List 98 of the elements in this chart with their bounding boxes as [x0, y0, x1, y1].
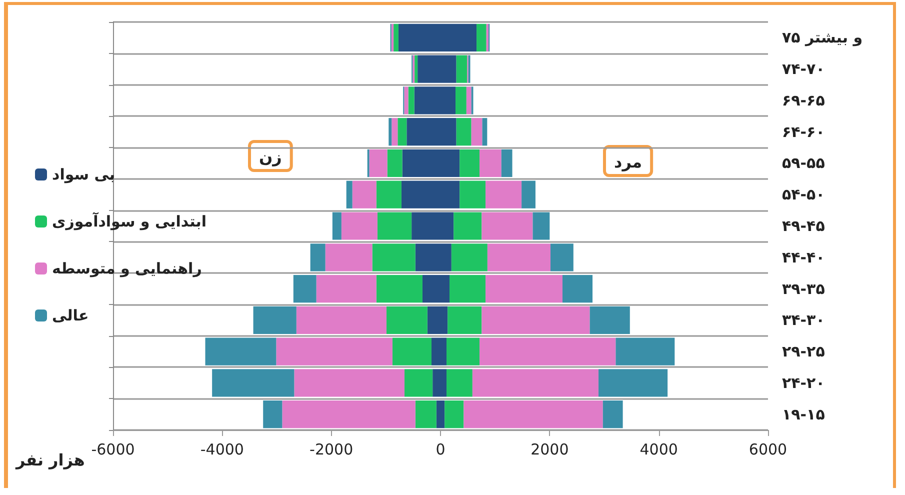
- x-tick-label: 6000: [748, 440, 788, 458]
- legend-label: عالی: [52, 306, 89, 324]
- y-tick-label: ۲۴-۲۰: [782, 374, 825, 392]
- bar: [404, 369, 433, 397]
- bar: [602, 400, 623, 428]
- bar: [482, 118, 488, 146]
- bar: [310, 244, 326, 272]
- bar: [332, 212, 342, 240]
- bar: [456, 86, 466, 114]
- y-tick-label: ۴۹-۴۵: [782, 217, 825, 235]
- bar: [501, 149, 512, 178]
- bar: [387, 149, 402, 178]
- bar: [482, 212, 533, 240]
- bar: [369, 149, 388, 178]
- bar: [487, 244, 550, 272]
- bar: [480, 149, 502, 178]
- bar: [466, 86, 472, 114]
- bar: [253, 306, 296, 334]
- bar: [316, 274, 376, 303]
- bar: [480, 338, 616, 366]
- x-tick-label: -6000: [91, 440, 135, 458]
- bar: [392, 338, 432, 366]
- x-tick-label: 0: [436, 440, 446, 458]
- bar: [460, 149, 480, 178]
- bar: [562, 274, 593, 303]
- bar: [282, 400, 416, 428]
- bar: [440, 400, 445, 428]
- bar: [372, 244, 416, 272]
- bar: [376, 180, 402, 208]
- legend-label: بی سواد: [52, 166, 116, 184]
- y-tick-label: ۷۴-۷۰: [782, 60, 825, 78]
- legend-label: ابتدایی و سوادآموزی: [52, 212, 206, 230]
- y-tick-label: ۶۴-۶۰: [782, 122, 825, 141]
- y-tick-label: ۴۴-۴۰: [782, 248, 825, 266]
- bar: [598, 369, 668, 397]
- y-tick-label: ۶۹-۶۵: [782, 91, 825, 110]
- x-tick-label: -2000: [310, 440, 354, 458]
- y-tick-label: ۵۴-۵۰: [782, 186, 825, 204]
- bar: [404, 86, 408, 114]
- bar: [532, 212, 550, 240]
- bar: [346, 180, 352, 208]
- bar: [454, 212, 482, 240]
- bar: [486, 274, 562, 303]
- bar: [451, 244, 488, 272]
- y-tick-label: ۱۹-۱۵: [782, 405, 825, 424]
- bar: [446, 369, 472, 397]
- bar: [341, 212, 378, 240]
- bar: [391, 24, 394, 52]
- bar: [460, 180, 486, 208]
- bar: [616, 338, 675, 366]
- y-tick-label: ۳۴-۳۰: [782, 311, 825, 330]
- bar: [205, 338, 276, 366]
- bar: [436, 400, 440, 428]
- bar: [212, 369, 294, 397]
- bar: [376, 274, 422, 303]
- bar: [471, 118, 482, 146]
- bar: [448, 306, 482, 334]
- bar: [408, 86, 414, 114]
- bar: [293, 274, 316, 303]
- bar: [394, 24, 398, 52]
- bar: [486, 24, 489, 52]
- bar: [415, 400, 436, 428]
- y-tick-label: ۳۹-۳۵: [782, 280, 825, 298]
- legend-label: راهنمایی و متوسطه: [52, 260, 202, 278]
- bar: [414, 55, 418, 83]
- bar: [352, 180, 376, 208]
- bar: [398, 118, 407, 146]
- bar: [377, 212, 412, 240]
- bar: [276, 338, 392, 366]
- bar: [450, 274, 486, 303]
- x-tick-label: 4000: [640, 440, 678, 458]
- bar: [456, 118, 472, 146]
- bar: [482, 306, 590, 334]
- bar: [550, 244, 574, 272]
- annotation: مرد: [614, 152, 642, 172]
- bar: [486, 180, 522, 208]
- bar: [263, 400, 282, 428]
- bar: [444, 400, 464, 428]
- bar: [296, 306, 386, 334]
- x-tick-label: 2000: [530, 440, 569, 458]
- bar: [392, 118, 398, 146]
- bar: [464, 400, 603, 428]
- y-tick-label: ۲۹-۲۵: [782, 342, 825, 361]
- bar: [294, 369, 404, 397]
- bar: [446, 338, 480, 366]
- x-axis-title: هزار نفر: [15, 450, 85, 470]
- bar: [456, 55, 468, 83]
- bar: [522, 180, 536, 208]
- bar: [590, 306, 630, 334]
- x-tick-label: -4000: [200, 440, 244, 458]
- bar: [388, 118, 392, 146]
- annotation: زن: [259, 148, 282, 166]
- y-tick-label: ۷۵ و بیشتر: [782, 28, 863, 47]
- bar: [472, 369, 599, 397]
- bar: [325, 244, 372, 272]
- bar: [386, 306, 428, 334]
- bar: [476, 24, 486, 52]
- y-tick-label: ۵۹-۵۵: [782, 154, 825, 172]
